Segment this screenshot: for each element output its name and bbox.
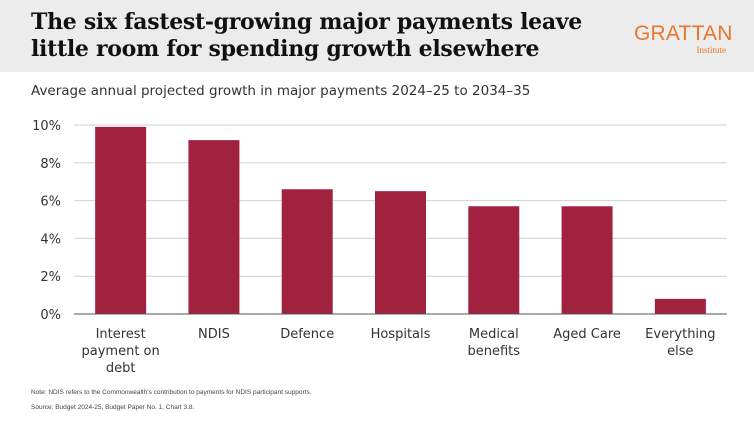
x-tick-label-line: benefits [468,344,521,359]
x-tick-label-line: NDIS [198,327,230,342]
chart-title: The six fastest-growing major payments l… [31,9,582,62]
x-tick-label-line: Hospitals [371,327,431,342]
x-tick-label: Hospitals [371,327,431,342]
bar [654,298,706,314]
x-tick-label-line: payment on [82,344,160,359]
chart-subtitle: Average annual projected growth in major… [31,83,531,99]
x-tick-label: NDIS [198,327,230,342]
bar [468,206,520,314]
y-tick-label: 0% [40,308,61,323]
bar [375,191,426,314]
x-tick-label-line: Interest [96,327,146,342]
bar [95,126,147,314]
x-tick-label-line: Defence [280,327,334,342]
x-tick-label: Medical benefits [468,327,521,359]
x-tick-label: Everything else [645,327,715,359]
y-tick-label: 4% [40,232,61,247]
x-tick-label: Defence [280,327,334,342]
header-band: The six fastest-growing major payments l… [0,0,754,72]
y-tick-label: 2% [40,270,61,285]
chart-source: Source: Budget 2024-25, Budget Paper No.… [31,404,195,411]
y-tick-label: 8% [40,157,61,172]
x-tick-label-line: else [667,344,693,359]
grattan-logo: GRATTAN Institute [634,22,733,55]
logo-wordmark: GRATTAN [634,22,733,45]
x-tick-label-line: Everything [645,327,715,342]
x-tick-label-line: Medical [469,327,519,342]
bar-chart: 0% 2% 4% 6% 8% 10% Interest payment on debt NDIS D… [32,119,727,375]
x-tick-label: Interest payment on debt [82,327,160,375]
logo-subtext: Institute [696,45,727,55]
y-tick-label: 6% [40,195,61,210]
x-tick-label-line: debt [106,361,136,375]
bar [188,140,240,314]
bar [281,189,333,314]
x-tick-label-line: Aged Care [553,327,621,342]
bar [561,206,613,314]
chart-note: Note: NDIS refers to the Commonwealth's … [31,389,312,396]
x-tick-label: Aged Care [553,327,621,342]
y-tick-label: 10% [32,119,61,134]
